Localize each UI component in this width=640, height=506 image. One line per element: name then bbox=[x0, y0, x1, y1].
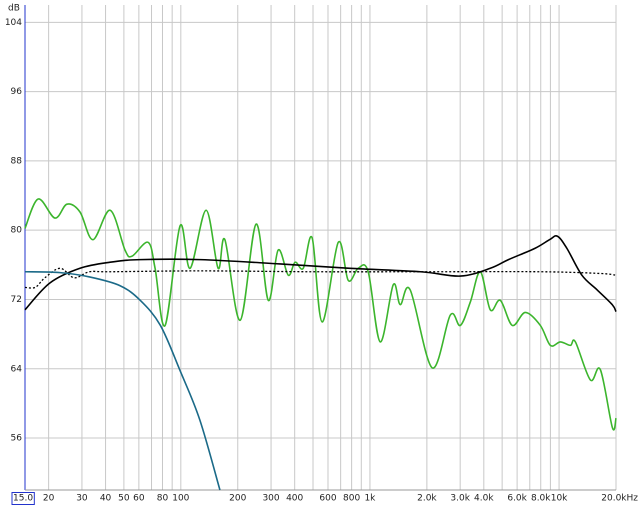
series-line bbox=[24, 235, 617, 312]
y-tick-label: 96 bbox=[11, 87, 23, 97]
x-tick-label: 200 bbox=[229, 494, 246, 504]
x-tick-label: 4.0k bbox=[474, 494, 494, 504]
x-tick-label: 6.0k bbox=[507, 494, 527, 504]
x-tick-label: 300 bbox=[262, 494, 279, 504]
x-tick-label: 15.0 bbox=[13, 494, 33, 504]
y-axis-label: dB bbox=[8, 4, 20, 14]
y-tick-label: 56 bbox=[11, 434, 23, 444]
y-tick-label: 104 bbox=[5, 18, 22, 28]
x-tick-label: 10k bbox=[551, 494, 568, 504]
x-tick-label: 60 bbox=[133, 494, 145, 504]
x-tick-label: 50 bbox=[118, 494, 130, 504]
y-tick-label: 80 bbox=[11, 226, 23, 236]
x-tick-label: 400 bbox=[286, 494, 303, 504]
x-tick-label: 1k bbox=[364, 494, 376, 504]
x-tick-label: 20 bbox=[43, 494, 55, 504]
x-tick-label: 40 bbox=[100, 494, 112, 504]
x-tick-label: 3.0k bbox=[450, 494, 470, 504]
x-start-box bbox=[11, 492, 35, 505]
x-tick-label: 80 bbox=[157, 494, 169, 504]
x-tick-label: 2.0k bbox=[417, 494, 437, 504]
x-tick-label: 800 bbox=[343, 494, 360, 504]
x-tick-label: 30 bbox=[76, 494, 88, 504]
y-tick-label: 72 bbox=[11, 295, 22, 305]
series-line bbox=[24, 270, 221, 491]
x-tick-label: 600 bbox=[319, 494, 336, 504]
y-tick-label: 64 bbox=[11, 364, 23, 374]
x-tick-label: 8.0k bbox=[531, 494, 551, 504]
series-line bbox=[24, 198, 617, 431]
x-tick-label: 20.0kHz bbox=[601, 494, 638, 504]
series-line bbox=[24, 267, 617, 289]
y-tick-label: 88 bbox=[11, 156, 23, 166]
x-tick-label: 100 bbox=[172, 494, 189, 504]
